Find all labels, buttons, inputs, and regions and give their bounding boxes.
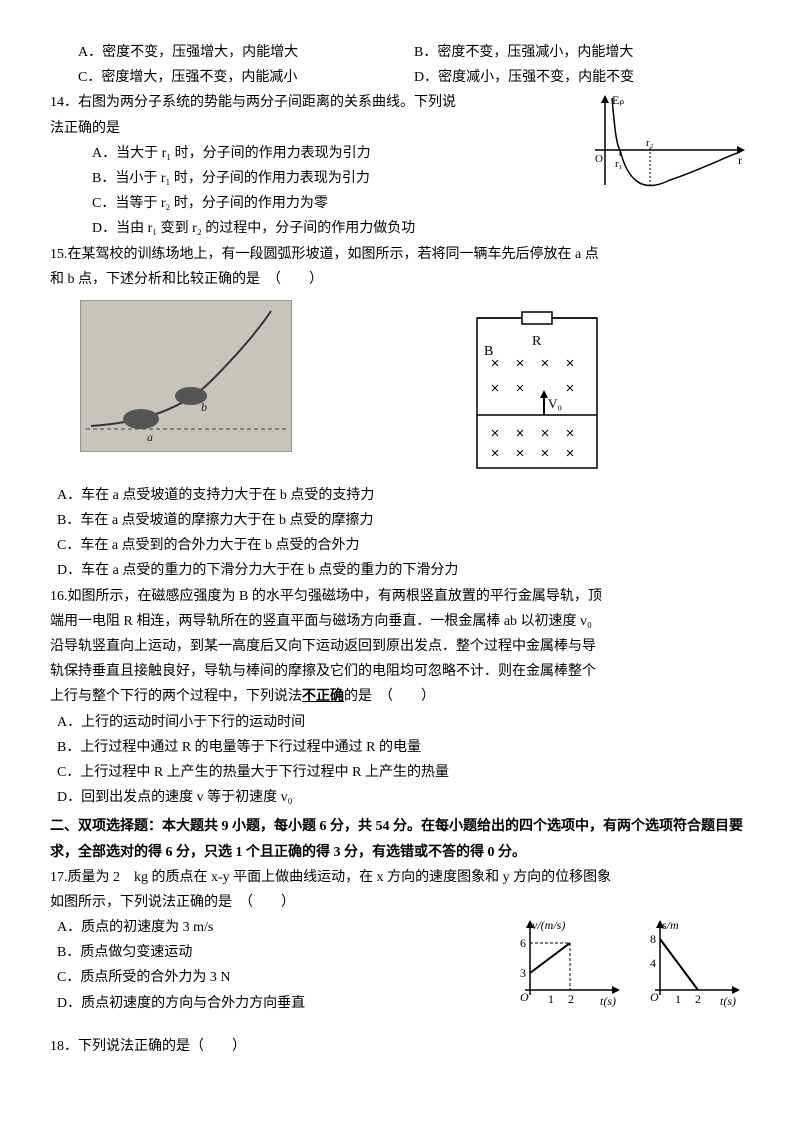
q13-option-A: A．密度不变，压强增大，内能增大	[78, 40, 414, 65]
svg-text:O: O	[595, 153, 603, 165]
q15-option-A: A．车在 a 点受坡道的支持力大于在 b 点受的支持力	[50, 483, 750, 508]
q15-option-B: B．车在 a 点受坡道的摩擦力大于在 b 点受的摩擦力	[50, 508, 750, 533]
B-label: B	[484, 344, 493, 359]
q15-figures-row: a b R B	[80, 300, 750, 475]
q14-block: 14．右图为两分子系统的势能与两分子间距离的关系曲线。下列说 法正确的是 A．当…	[50, 90, 750, 241]
q16-option-D: D．回到出发点的速度 v 等于初速度 v₀	[50, 785, 750, 810]
q17-figures: v/(m/s) t(s) 6 3 O 1 2 s/m t(s) 8 4 O 1 …	[510, 915, 750, 1010]
svg-text:4: 4	[650, 956, 656, 970]
q16-stem-5: 上行与整个下行的两个过程中，下列说法不正确的是 （ ）	[50, 684, 750, 709]
q13-options-row2: C．密度增大，压强不变，内能减小 D．密度减小，压强不变，内能不变	[50, 65, 750, 90]
q17-option-C: C．质点所受的合外力为 3 N	[50, 965, 500, 990]
q15-option-D: D．车在 a 点受的重力的下滑分力大于在 b 点受的重力的下滑分力	[50, 558, 750, 583]
q17-option-D: D．质点初速度的方向与合外力方向垂直	[50, 991, 500, 1016]
q13-option-C: C．密度增大，压强不变，内能减小	[78, 65, 414, 90]
q18-stem: 18．下列说法正确的是（ ）	[50, 1034, 750, 1059]
q13-option-B: B．密度不变，压强减小，内能增大	[414, 40, 750, 65]
svg-text:a: a	[147, 430, 153, 444]
svg-text:3: 3	[520, 966, 526, 980]
q17-block: A．质点的初速度为 3 m/s B．质点做匀变速运动 C．质点所受的合外力为 3…	[50, 915, 750, 1016]
q14-stem2: 法正确的是	[50, 116, 570, 141]
svg-text:8: 8	[650, 932, 656, 946]
r2-tick: r₂	[646, 137, 654, 149]
q16-stem-3: 沿导轨竖直向上运动，到某一高度后又向下运动返回到原出发点．整个过程中金属棒与导	[50, 634, 750, 659]
r1-tick: r₁	[615, 158, 623, 170]
q17-stem2: 如图所示，下列说法正确的是 （ ）	[50, 890, 750, 915]
q16-option-B: B．上行过程中通过 R 的电量等于下行过程中通过 R 的电量	[50, 735, 750, 760]
svg-text:b: b	[201, 400, 207, 414]
q17-option-B: B．质点做匀变速运动	[50, 940, 500, 965]
q14-option-B: B．当小于 r₁ 时，分子间的作用力表现为引力	[50, 166, 570, 191]
svg-text:6: 6	[520, 936, 526, 950]
q16-option-C: C．上行过程中 R 上产生的热量大于下行过程中 R 上产生的热量	[50, 760, 750, 785]
svg-text:v/(m/s): v/(m/s)	[532, 918, 565, 932]
svg-text:2: 2	[568, 992, 574, 1006]
circuit-figure: R B V₀	[462, 300, 612, 475]
slope-photo: a b	[80, 300, 292, 452]
q14-option-D: D．当由 r₁ 变到 r₂ 的过程中，分子间的作用力做负功	[50, 216, 570, 241]
q14-option-C: C．当等于 r₂ 时，分子间的作用力为零	[50, 191, 570, 216]
q13-options-row1: A．密度不变，压强增大，内能增大 B．密度不变，压强减小，内能增大	[50, 40, 750, 65]
svg-text:O: O	[650, 990, 659, 1004]
q14-stem1: 14．右图为两分子系统的势能与两分子间距离的关系曲线。下列说	[50, 90, 570, 115]
q14-figure: Eₚ r O r₁ r₂	[580, 90, 750, 205]
axis-r-label: r	[738, 153, 742, 167]
axis-ep-label: Eₚ	[612, 93, 624, 107]
q17-option-A: A．质点的初速度为 3 m/s	[50, 915, 500, 940]
q14-option-A: A．当大于 r₁ 时，分子间的作用力表现为引力	[50, 141, 570, 166]
q15-option-C: C．车在 a 点受到的合外力大于在 b 点受的合外力	[50, 533, 750, 558]
q16-stem-4: 轨保持垂直且接触良好，导轨与棒间的摩擦及它们的电阻均可忽略不计．则在金属棒整个	[50, 659, 750, 684]
q17-stem1: 17.质量为 2 kg 的质点在 x-y 平面上做曲线运动，在 x 方向的速度图…	[50, 865, 750, 890]
v0-label: V₀	[548, 396, 562, 411]
q16-stem-1: 16.如图所示，在磁感应强度为 B 的水平匀强磁场中，有两根竖直放置的平行金属导…	[50, 584, 750, 609]
ep-r-graph-icon: Eₚ r O r₁ r₂	[580, 90, 750, 205]
vt-graph-icon: v/(m/s) t(s) 6 3 O 1 2	[510, 915, 630, 1010]
q13-option-D: D．密度减小，压强不变，内能不变	[414, 65, 750, 90]
q16-option-A: A．上行的运动时间小于下行的运动时间	[50, 710, 750, 735]
svg-text:1: 1	[548, 992, 554, 1006]
section2-title: 二、双项选择题：本大题共 9 小题，每小题 6 分，共 54 分。在每小题给出的…	[50, 814, 750, 864]
svg-text:s/m: s/m	[662, 918, 679, 932]
svg-text:1: 1	[675, 992, 681, 1006]
svg-text:2: 2	[695, 992, 701, 1006]
svg-text:O: O	[520, 990, 529, 1004]
q15-stem2: 和 b 点，下述分析和比较正确的是 （ ）	[50, 267, 750, 292]
q15-stem1: 15.在某驾校的训练场地上，有一段圆弧形坡道，如图所示，若将同一辆车先后停放在 …	[50, 242, 750, 267]
R-label: R	[532, 334, 542, 349]
svg-text:t(s): t(s)	[720, 994, 736, 1008]
q16-stem-2: 端用一电阻 R 相连，两导轨所在的竖直平面与磁场方向垂直．一根金属棒 ab 以初…	[50, 609, 750, 634]
underline-text: 不正确	[302, 689, 344, 704]
svg-text:t(s): t(s)	[600, 994, 616, 1008]
st-graph-icon: s/m t(s) 8 4 O 1 2	[640, 915, 750, 1010]
